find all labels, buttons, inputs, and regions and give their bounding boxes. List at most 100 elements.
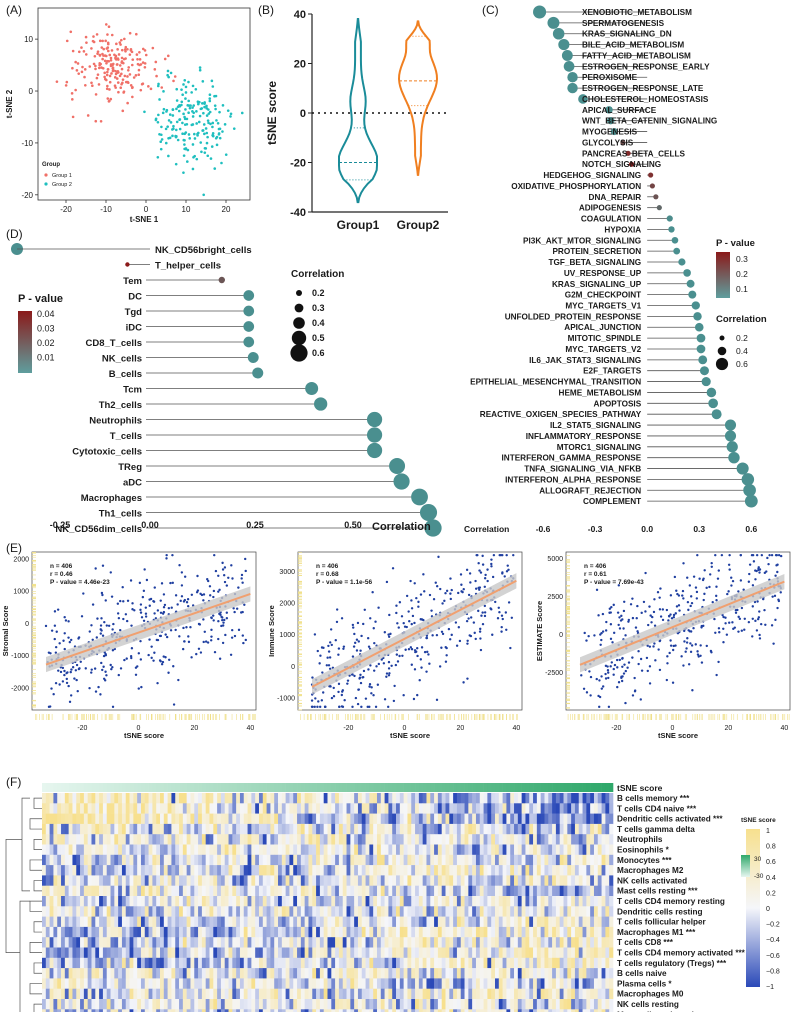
scatter-point — [409, 646, 413, 649]
scatter-point — [313, 705, 316, 709]
scatter-point — [321, 671, 324, 674]
tsne-point — [128, 53, 132, 56]
heatmap-cell — [376, 854, 382, 866]
heatmap-cell — [426, 793, 431, 804]
tsne-point — [141, 82, 145, 86]
heatmap-cell — [472, 865, 477, 876]
heatmap-cell — [434, 896, 439, 907]
scatter-point — [398, 601, 402, 604]
legend-tick: 0.2 — [736, 333, 748, 343]
heatmap-cell — [475, 803, 481, 814]
heatmap-cell — [129, 865, 134, 876]
heatmap-cell — [209, 813, 214, 825]
heatmap-cell — [494, 885, 500, 897]
heatmap-cell — [536, 844, 541, 856]
heatmap-cell — [179, 906, 184, 917]
heatmap-cell — [99, 916, 104, 928]
heatmap-cell — [586, 885, 591, 897]
scatter-point — [230, 564, 233, 567]
heatmap-cell — [605, 823, 610, 835]
scatter-point — [600, 675, 603, 678]
heatmap-cell — [403, 844, 408, 856]
heatmap-cell — [384, 844, 389, 856]
heatmap-cell — [312, 793, 317, 804]
heatmap-cell — [182, 854, 187, 866]
heatmap-cell — [121, 906, 127, 917]
tsne-point — [101, 57, 104, 61]
heatmap-cell — [365, 803, 370, 814]
tsne-point — [172, 79, 175, 83]
scatter-frame — [31, 551, 257, 711]
annotation-cell — [45, 783, 50, 792]
scatter-point — [500, 614, 504, 617]
heatmap-cell — [297, 896, 302, 907]
heatmap-cell — [468, 875, 473, 886]
heatmap-cell — [319, 916, 324, 928]
lollipop-dot — [533, 5, 547, 19]
tsne-point — [103, 59, 107, 63]
heatmap-cell — [198, 906, 203, 917]
heatmap-cell — [64, 906, 69, 917]
tsne-point — [120, 38, 123, 42]
scatter-point — [153, 612, 156, 615]
scatter-point — [327, 644, 330, 648]
annotation-cell — [209, 783, 214, 792]
heatmap-cell — [609, 926, 614, 938]
heatmap-cell — [300, 793, 305, 804]
heatmap-cell — [179, 885, 184, 897]
heatmap-cell — [544, 854, 549, 866]
heatmap-cell — [555, 834, 561, 845]
heatmap-cell — [95, 813, 100, 825]
heatmap-cell — [217, 885, 222, 897]
heatmap-cell — [209, 896, 214, 907]
heatmap-cell — [194, 793, 199, 804]
scatter-point — [159, 599, 162, 602]
scatter-point — [169, 581, 172, 585]
annotation-cell — [609, 783, 614, 792]
heatmap-cell — [232, 885, 237, 897]
tsne-point — [90, 47, 93, 50]
heatmap-cell — [61, 885, 66, 897]
heatmap-cell — [217, 803, 222, 814]
scatter-point — [397, 626, 400, 629]
scatter-point — [353, 674, 356, 678]
lollipop-dot — [656, 205, 662, 211]
heatmap-cell — [338, 896, 344, 907]
heatmap-cell — [479, 916, 484, 928]
heatmap-cell — [529, 834, 534, 845]
scatter-point — [102, 677, 106, 680]
heatmap-cell — [388, 916, 393, 928]
annotation-cell — [293, 783, 298, 792]
stat-p: P - value = 4.46e-23 — [50, 579, 110, 586]
heatmap-cell — [251, 793, 256, 804]
heatmap-cell — [167, 813, 172, 825]
heatmap-cell — [510, 854, 515, 866]
heatmap-cell — [163, 823, 168, 835]
heatmap-cell — [517, 875, 522, 886]
scatter-point — [709, 573, 712, 576]
heatmap-cell — [175, 793, 180, 804]
tsne-point — [195, 122, 198, 125]
tsne-point — [143, 62, 147, 65]
heatmap-cell — [140, 793, 146, 804]
x-axis-label: tSNE score — [124, 731, 164, 740]
tsne-point — [94, 119, 98, 123]
scatter-point — [346, 682, 349, 685]
scatter-point — [174, 594, 178, 597]
pathway-label: COMPLEMENT — [583, 497, 641, 506]
heatmap-cell — [220, 916, 226, 928]
scatter-point — [231, 628, 234, 632]
heatmap-cell — [586, 926, 591, 938]
heatmap-cell — [376, 834, 382, 845]
tsne-point — [105, 47, 109, 50]
heatmap-cell — [179, 854, 184, 866]
scatter-point — [382, 662, 386, 665]
tsne-point — [114, 56, 117, 59]
scatter-point — [604, 672, 607, 676]
heatmap-cell — [494, 844, 500, 856]
heatmap-cell — [373, 875, 378, 886]
heatmap-cell — [346, 844, 351, 856]
heatmap-cell — [415, 844, 420, 856]
scatter-point — [370, 686, 373, 689]
scatter-point — [79, 660, 82, 663]
